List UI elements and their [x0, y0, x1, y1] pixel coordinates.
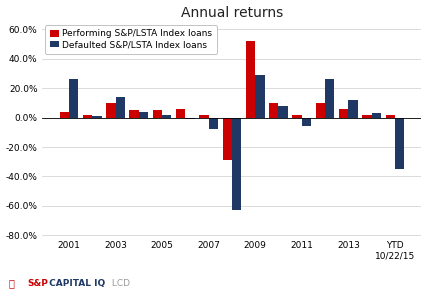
Bar — [208, 118, 217, 129]
Bar — [231, 118, 241, 210]
Bar — [338, 109, 348, 118]
Bar — [185, 118, 194, 119]
Bar — [371, 113, 380, 118]
Bar — [199, 115, 208, 118]
Bar — [255, 75, 264, 118]
Bar — [245, 41, 255, 118]
Bar — [278, 106, 287, 118]
Bar — [138, 112, 148, 118]
Bar — [222, 118, 231, 160]
Bar — [69, 79, 78, 118]
Bar — [153, 110, 162, 118]
Bar — [83, 115, 92, 118]
Bar — [176, 109, 185, 118]
Bar — [301, 118, 311, 127]
Bar — [348, 100, 357, 118]
Bar — [315, 103, 324, 118]
Legend: Performing S&P/LSTA Index loans, Defaulted S&P/LSTA Index loans: Performing S&P/LSTA Index loans, Default… — [45, 25, 216, 54]
Bar — [60, 112, 69, 118]
Bar — [324, 79, 334, 118]
Bar — [162, 115, 171, 118]
Bar — [292, 115, 301, 118]
Bar — [394, 118, 403, 169]
Text: Ⓜ: Ⓜ — [9, 278, 14, 288]
Bar — [115, 97, 124, 118]
Text: CAPITAL IQ: CAPITAL IQ — [46, 279, 105, 288]
Bar — [268, 103, 278, 118]
Bar — [129, 110, 138, 118]
Text: LCD: LCD — [109, 279, 130, 288]
Bar — [361, 115, 371, 118]
Bar — [106, 103, 115, 118]
Bar — [385, 115, 394, 118]
Text: S&P: S&P — [28, 279, 49, 288]
Bar — [92, 116, 101, 118]
Title: Annual returns: Annual returns — [180, 5, 282, 20]
